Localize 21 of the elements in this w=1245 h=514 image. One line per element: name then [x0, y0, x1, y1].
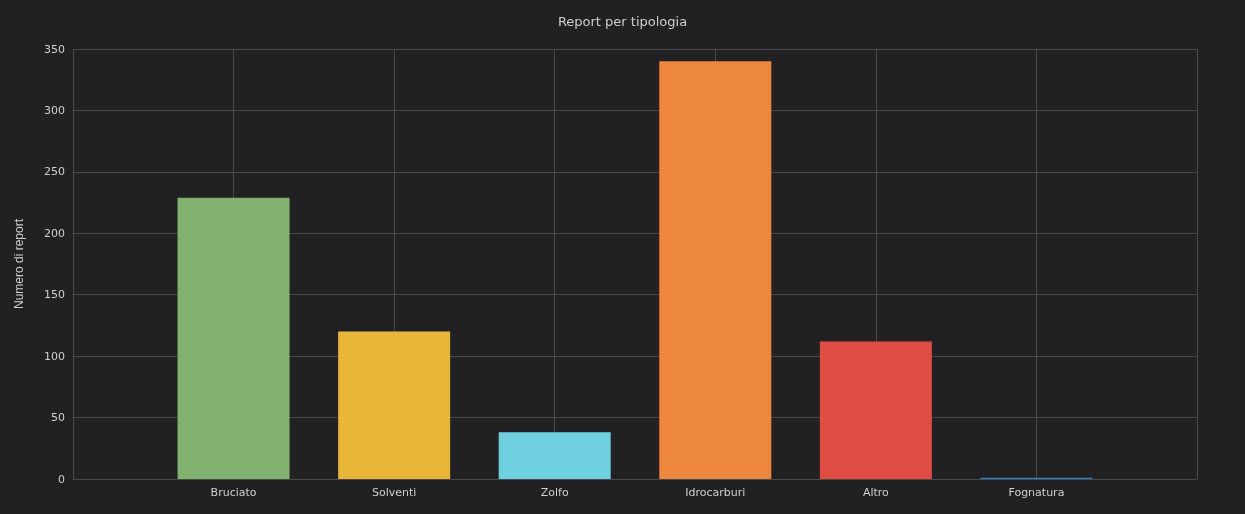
y-tick-label: 350 — [44, 42, 65, 56]
y-tick-label: 100 — [44, 349, 65, 363]
y-tick-label: 200 — [44, 226, 65, 240]
y-axis-title: Numero di report — [12, 218, 26, 310]
bar — [819, 341, 932, 479]
y-tick-label: 0 — [58, 472, 65, 486]
x-tick-label: Zolfo — [540, 486, 569, 499]
bar — [498, 432, 611, 479]
bar — [659, 61, 772, 479]
bar — [177, 197, 290, 479]
x-tick-label: Idrocarburi — [685, 486, 746, 499]
y-tick-label: 50 — [51, 411, 65, 425]
x-tick-label: Solventi — [371, 486, 417, 499]
chart-title: Report per tipologia — [557, 14, 688, 29]
y-tick-label: 300 — [44, 103, 65, 117]
bar — [338, 331, 451, 479]
x-tick-label: Bruciato — [210, 486, 257, 499]
x-tick-label: Altro — [862, 486, 890, 499]
y-tick-label: 150 — [44, 288, 65, 302]
x-tick-label: Fognatura — [1008, 486, 1065, 499]
y-tick-label: 250 — [44, 165, 65, 179]
